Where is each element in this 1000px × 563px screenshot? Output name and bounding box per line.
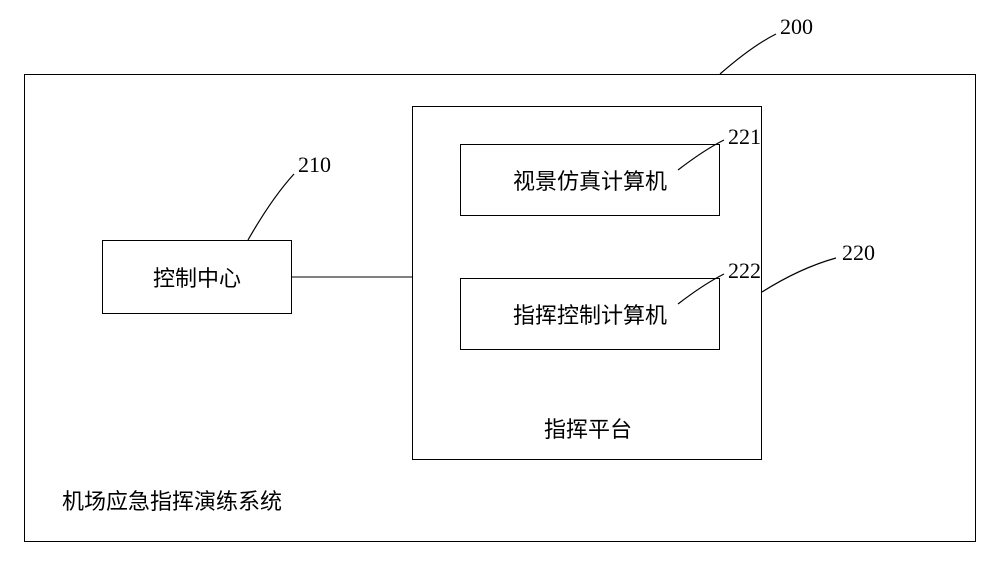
ref-221: 221 xyxy=(728,124,761,150)
command-ctrl-label: 指挥控制计算机 xyxy=(513,298,667,330)
control-center-label: 控制中心 xyxy=(153,261,241,293)
visual-sim-label: 视景仿真计算机 xyxy=(513,164,667,196)
command-platform-label: 指挥平台 xyxy=(544,412,632,444)
ref-200: 200 xyxy=(780,14,813,40)
leader-200 xyxy=(720,34,776,74)
control-center-box: 控制中心 xyxy=(102,240,292,314)
diagram-canvas: 机场应急指挥演练系统 控制中心 指挥平台 视景仿真计算机 指挥控制计算机 200… xyxy=(0,0,1000,563)
command-ctrl-box: 指挥控制计算机 xyxy=(460,278,720,350)
outer-system-label: 机场应急指挥演练系统 xyxy=(62,484,282,516)
ref-220: 220 xyxy=(842,240,875,266)
visual-sim-box: 视景仿真计算机 xyxy=(460,144,720,216)
ref-222: 222 xyxy=(728,258,761,284)
ref-210: 210 xyxy=(298,152,331,178)
